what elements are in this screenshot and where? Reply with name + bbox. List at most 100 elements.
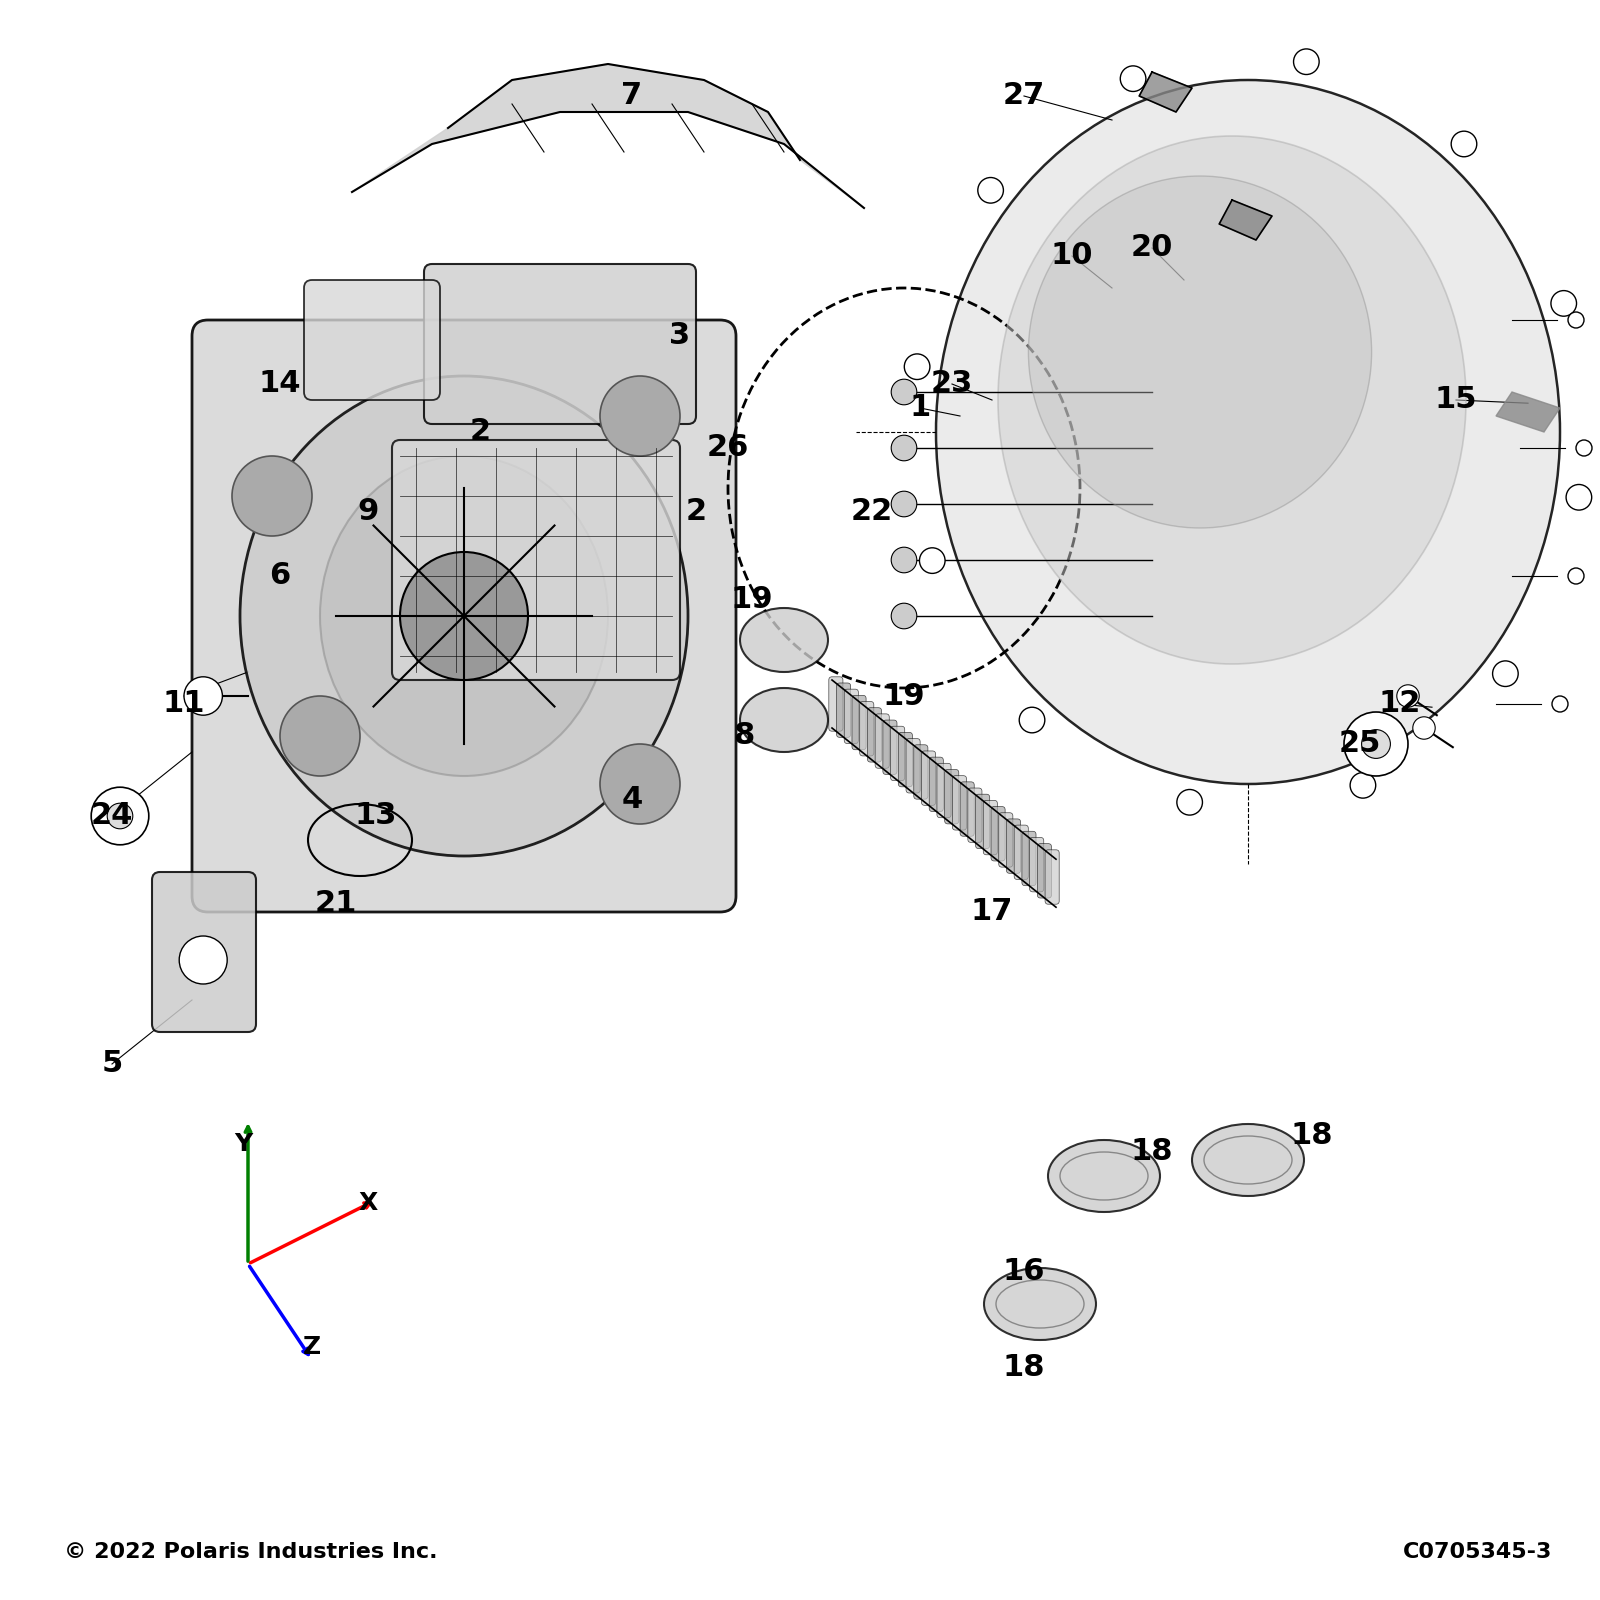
Text: 18: 18 bbox=[1291, 1122, 1333, 1150]
Circle shape bbox=[1344, 712, 1408, 776]
Ellipse shape bbox=[936, 80, 1560, 784]
Circle shape bbox=[1413, 717, 1435, 739]
Text: C0705345-3: C0705345-3 bbox=[1403, 1542, 1552, 1562]
FancyBboxPatch shape bbox=[891, 726, 904, 781]
Text: 9: 9 bbox=[357, 498, 379, 526]
Text: 11: 11 bbox=[163, 690, 205, 718]
Circle shape bbox=[891, 491, 917, 517]
Polygon shape bbox=[1496, 392, 1560, 432]
Text: 15: 15 bbox=[1435, 386, 1477, 414]
FancyBboxPatch shape bbox=[960, 782, 974, 837]
FancyBboxPatch shape bbox=[152, 872, 256, 1032]
Circle shape bbox=[1362, 730, 1390, 758]
FancyBboxPatch shape bbox=[1006, 819, 1021, 874]
FancyBboxPatch shape bbox=[829, 677, 843, 731]
Circle shape bbox=[1568, 312, 1584, 328]
FancyBboxPatch shape bbox=[1030, 837, 1043, 891]
Text: 1: 1 bbox=[909, 394, 931, 422]
FancyBboxPatch shape bbox=[914, 744, 928, 798]
Text: 19: 19 bbox=[883, 682, 925, 710]
FancyBboxPatch shape bbox=[845, 690, 858, 744]
Ellipse shape bbox=[739, 688, 829, 752]
Text: 27: 27 bbox=[1003, 82, 1045, 110]
Circle shape bbox=[978, 178, 1003, 203]
Circle shape bbox=[1019, 707, 1045, 733]
Circle shape bbox=[1451, 131, 1477, 157]
FancyBboxPatch shape bbox=[883, 720, 898, 774]
Circle shape bbox=[400, 552, 528, 680]
FancyBboxPatch shape bbox=[984, 800, 997, 854]
FancyBboxPatch shape bbox=[906, 739, 920, 794]
Circle shape bbox=[1120, 66, 1146, 91]
Circle shape bbox=[1293, 50, 1318, 75]
Text: 2: 2 bbox=[469, 418, 491, 446]
Text: 21: 21 bbox=[315, 890, 357, 918]
Text: Z: Z bbox=[302, 1334, 322, 1358]
Text: 12: 12 bbox=[1379, 690, 1421, 718]
Text: 7: 7 bbox=[621, 82, 643, 110]
Ellipse shape bbox=[998, 136, 1466, 664]
Text: 19: 19 bbox=[731, 586, 773, 614]
FancyBboxPatch shape bbox=[938, 763, 950, 818]
Circle shape bbox=[1350, 773, 1376, 798]
Circle shape bbox=[179, 936, 227, 984]
FancyBboxPatch shape bbox=[998, 813, 1013, 867]
Circle shape bbox=[1493, 661, 1518, 686]
Circle shape bbox=[91, 787, 149, 845]
FancyBboxPatch shape bbox=[859, 701, 874, 755]
Text: 20: 20 bbox=[1131, 234, 1173, 262]
FancyBboxPatch shape bbox=[1014, 826, 1029, 880]
Text: X: X bbox=[358, 1190, 378, 1216]
Text: 23: 23 bbox=[931, 370, 973, 398]
FancyBboxPatch shape bbox=[1037, 843, 1051, 898]
FancyBboxPatch shape bbox=[944, 770, 958, 824]
FancyBboxPatch shape bbox=[875, 714, 890, 768]
Text: 25: 25 bbox=[1339, 730, 1381, 758]
FancyBboxPatch shape bbox=[968, 789, 982, 843]
Text: 14: 14 bbox=[259, 370, 301, 398]
FancyBboxPatch shape bbox=[304, 280, 440, 400]
FancyBboxPatch shape bbox=[990, 806, 1005, 861]
Circle shape bbox=[232, 456, 312, 536]
FancyBboxPatch shape bbox=[424, 264, 696, 424]
Circle shape bbox=[1397, 685, 1419, 707]
Text: 18: 18 bbox=[1003, 1354, 1045, 1382]
Polygon shape bbox=[1139, 72, 1192, 112]
Circle shape bbox=[1576, 440, 1592, 456]
Text: 2: 2 bbox=[685, 498, 707, 526]
Text: 16: 16 bbox=[1003, 1258, 1045, 1286]
FancyBboxPatch shape bbox=[867, 707, 882, 762]
Ellipse shape bbox=[984, 1267, 1096, 1341]
Polygon shape bbox=[1219, 200, 1272, 240]
FancyBboxPatch shape bbox=[851, 696, 866, 750]
FancyBboxPatch shape bbox=[952, 776, 966, 830]
Circle shape bbox=[600, 744, 680, 824]
Circle shape bbox=[1552, 696, 1568, 712]
FancyBboxPatch shape bbox=[1022, 832, 1037, 886]
Ellipse shape bbox=[1048, 1139, 1160, 1213]
Text: 18: 18 bbox=[1131, 1138, 1173, 1166]
Text: 4: 4 bbox=[621, 786, 643, 814]
FancyBboxPatch shape bbox=[837, 683, 851, 738]
Circle shape bbox=[1568, 568, 1584, 584]
Ellipse shape bbox=[739, 608, 829, 672]
Text: 13: 13 bbox=[355, 802, 397, 830]
FancyBboxPatch shape bbox=[192, 320, 736, 912]
Circle shape bbox=[891, 603, 917, 629]
Text: 10: 10 bbox=[1051, 242, 1093, 270]
Text: 17: 17 bbox=[971, 898, 1013, 926]
FancyBboxPatch shape bbox=[976, 794, 990, 848]
FancyBboxPatch shape bbox=[930, 757, 944, 811]
Ellipse shape bbox=[240, 376, 688, 856]
Circle shape bbox=[904, 354, 930, 379]
Ellipse shape bbox=[320, 456, 608, 776]
Circle shape bbox=[891, 435, 917, 461]
Circle shape bbox=[920, 547, 946, 573]
Circle shape bbox=[891, 379, 917, 405]
FancyBboxPatch shape bbox=[898, 733, 912, 787]
Text: Y: Y bbox=[234, 1133, 253, 1155]
Circle shape bbox=[1566, 485, 1592, 510]
Text: 26: 26 bbox=[707, 434, 749, 462]
FancyBboxPatch shape bbox=[392, 440, 680, 680]
Circle shape bbox=[1178, 789, 1203, 814]
